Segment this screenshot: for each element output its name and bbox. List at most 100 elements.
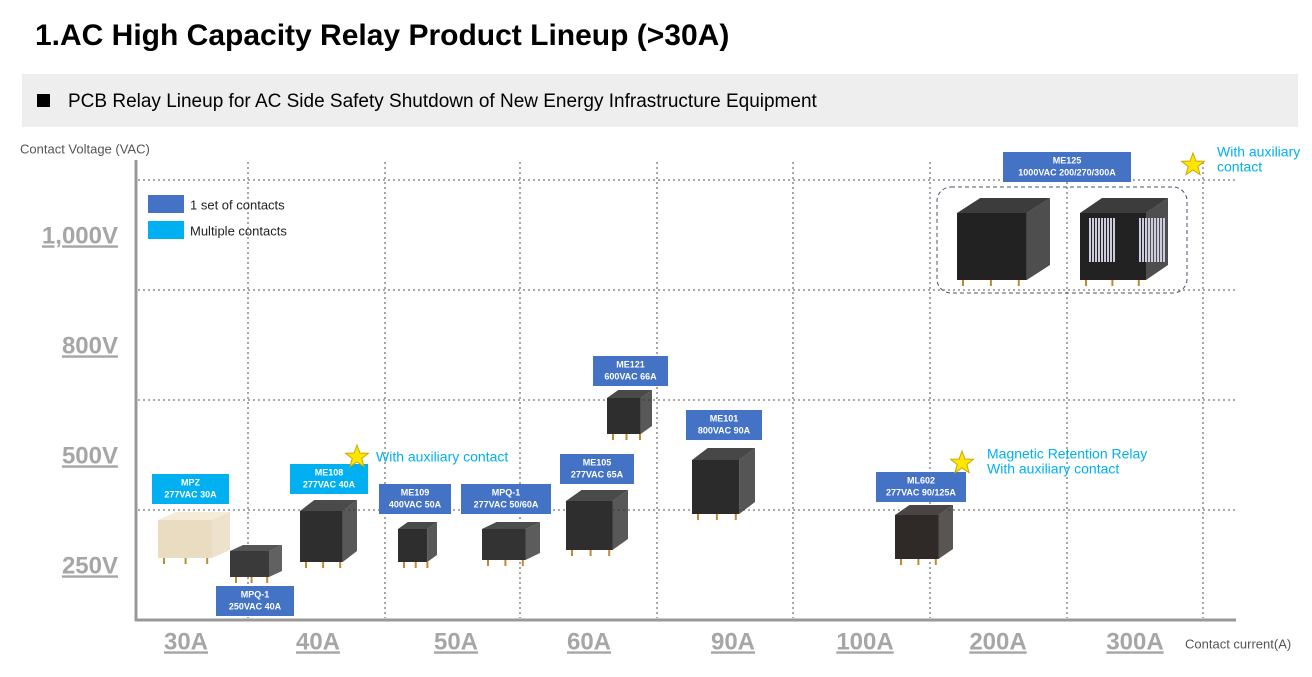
relay-pin: [715, 514, 718, 520]
y-level-label: 250V: [62, 552, 118, 579]
product-name: MPQ-1: [492, 487, 521, 497]
annotation: With auxiliary contact: [987, 461, 1119, 477]
relay-front: [230, 551, 269, 577]
bullet: [37, 94, 50, 107]
relay-pin: [414, 562, 417, 568]
x-level-label: 100A: [836, 628, 893, 655]
legend-swatch: [148, 221, 184, 239]
product-spec: 277VAC 65A: [571, 469, 624, 479]
relay-pin: [250, 577, 253, 583]
product-name: ME125: [1053, 155, 1082, 165]
relay-top: [1080, 198, 1168, 213]
x-axis-label: Contact current(A): [1185, 636, 1291, 651]
y-axis-label: Contact Voltage (VAC): [20, 141, 150, 156]
product-name: ME108: [315, 467, 344, 477]
x-level-label: 60A: [567, 628, 611, 655]
relay-side: [640, 390, 652, 434]
relay-front: [692, 460, 740, 514]
relay-pin: [521, 560, 524, 566]
product-spec: 277VAC 30A: [164, 489, 217, 499]
relay-pin: [612, 434, 614, 440]
product-name: ME101: [710, 413, 739, 423]
y-level-label: 1,000V: [42, 222, 118, 249]
product-spec: 277VAC 90/125A: [886, 487, 956, 497]
x-level-label: 90A: [711, 628, 755, 655]
relay-side: [212, 512, 230, 558]
relay-front: [398, 529, 428, 562]
product-name: ME121: [616, 359, 645, 369]
product-name: MPZ: [181, 477, 201, 487]
relay-pin: [917, 559, 920, 565]
product-label-box: [876, 472, 966, 502]
relay-pin: [639, 434, 641, 440]
relay-pin: [1137, 280, 1140, 286]
y-level-label: 800V: [62, 332, 118, 359]
relay-pin: [184, 558, 187, 564]
relay-pin: [426, 562, 429, 568]
subtitle: PCB Relay Lineup for AC Side Safety Shut…: [68, 91, 818, 112]
relay-pin: [989, 280, 992, 286]
relay-pin: [900, 559, 902, 565]
title: 1.AC High Capacity Relay Product Lineup …: [35, 19, 729, 52]
relay-top: [957, 198, 1050, 213]
subtitle-band: [22, 74, 1298, 127]
group-box: [936, 186, 1188, 294]
relay-pin: [206, 558, 209, 564]
relay-pin: [697, 514, 699, 520]
product-spec: 600VAC 66A: [604, 371, 657, 381]
relay-pin: [504, 560, 507, 566]
product-spec: 1000VAC 200/270/300A: [1018, 167, 1116, 177]
product-spec: 800VAC 90A: [698, 425, 751, 435]
relay-side: [342, 500, 357, 562]
relay-top: [482, 522, 540, 529]
product-name: ME109: [401, 487, 430, 497]
product-name: MPQ-1: [241, 589, 270, 599]
annotation: Magnetic Retention Relay: [987, 446, 1147, 462]
product-label-box: [379, 484, 451, 514]
relay-pin: [1111, 280, 1114, 286]
product-spec: 250VAC 40A: [229, 601, 282, 611]
legend-label: Multiple contacts: [190, 223, 287, 238]
x-level-label: 200A: [969, 628, 1026, 655]
product-label-box: [461, 484, 551, 514]
legend-swatch: [148, 195, 184, 213]
relay-side: [612, 490, 628, 550]
relay-top: [300, 500, 357, 511]
product-label-box: [593, 356, 668, 386]
product-name: ME105: [583, 457, 612, 467]
relay-pin: [962, 280, 964, 286]
x-level-label: 50A: [434, 628, 478, 655]
relay-pin: [339, 562, 342, 568]
annotation: contact: [1217, 159, 1262, 175]
x-level-label: 300A: [1106, 628, 1163, 655]
star: [344, 443, 370, 468]
product-label-box: [686, 410, 762, 440]
relay-front: [158, 520, 212, 558]
product-label-box: [560, 454, 634, 484]
relay-side: [525, 522, 540, 560]
relay-front: [895, 515, 939, 559]
product-spec: 400VAC 50A: [389, 499, 442, 509]
relay-pin: [403, 562, 405, 568]
relay-pin: [589, 550, 592, 556]
product-label-box: [216, 586, 294, 616]
relay-side: [269, 545, 282, 577]
relay-pin: [305, 562, 307, 568]
relay-top: [398, 522, 437, 529]
legend-label: 1 set of contacts: [190, 197, 285, 212]
relay-pin: [625, 434, 628, 440]
relay-top: [692, 448, 755, 460]
relay-side: [427, 522, 437, 562]
relay-side: [739, 448, 755, 514]
product-name: ML602: [907, 475, 935, 485]
relay-pin: [1085, 280, 1087, 286]
relay-top: [230, 545, 282, 551]
product-label-box: [1003, 152, 1131, 182]
product-spec: 277VAC 50/60A: [474, 499, 539, 509]
relay-front: [300, 511, 343, 562]
relay-pin: [487, 560, 489, 566]
product-label-box: [152, 474, 229, 504]
star: [1180, 151, 1206, 176]
relay-pin: [571, 550, 573, 556]
product-spec: 277VAC 40A: [303, 479, 356, 489]
